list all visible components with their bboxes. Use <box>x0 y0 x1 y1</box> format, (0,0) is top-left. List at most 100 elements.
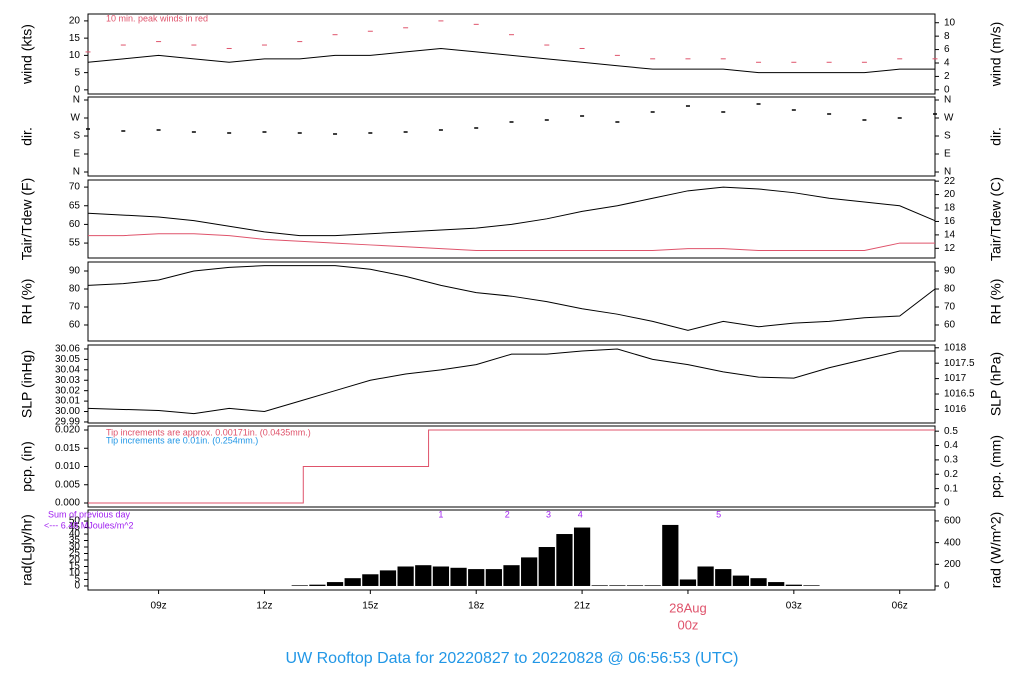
y2-tick-label: 6 <box>944 44 950 55</box>
y2-tick-label: E <box>944 149 951 160</box>
x-tick-label: 12z <box>256 601 272 612</box>
y2-axis-label: SLP (hPa) <box>988 352 1004 416</box>
y2-tick-label: 0 <box>944 498 950 509</box>
y-tick-label: 55 <box>69 238 81 249</box>
y2-tick-label: 2 <box>944 71 950 82</box>
y-tick-label: 0.000 <box>55 498 80 509</box>
step-line <box>88 429 935 504</box>
bar <box>379 570 397 586</box>
data-line <box>87 47 935 74</box>
data-point <box>544 119 549 121</box>
y2-axis-label: wind (m/s) <box>988 22 1004 88</box>
panel-frame <box>87 344 936 424</box>
x-tick-label: 06z <box>892 601 908 612</box>
data-point <box>897 117 902 119</box>
y-tick-label: 30.05 <box>55 354 80 365</box>
data-line <box>87 348 935 415</box>
marker-label: 1 <box>438 509 443 519</box>
y2-axis-label: rad (W/m^2) <box>988 512 1004 589</box>
y-tick-label: 30.06 <box>55 344 80 355</box>
data-point <box>650 111 655 113</box>
y2-tick-label: 0.1 <box>944 483 958 494</box>
annotation: Tip increments are approx. 0.00171in. (0… <box>106 427 311 437</box>
y-tick-label: 90 <box>69 266 81 277</box>
panel-frame <box>87 179 936 259</box>
y-axis-label: Tair/Tdew (F) <box>19 178 35 260</box>
data-point <box>791 109 796 111</box>
y2-tick-label: 1016 <box>944 404 967 415</box>
y2-tick-label: N <box>944 95 951 106</box>
data-point <box>438 129 443 131</box>
data-point <box>191 131 196 133</box>
data-point <box>721 111 726 113</box>
bar <box>591 585 608 586</box>
x-tick-label: 18z <box>468 601 484 612</box>
data-point <box>580 115 585 117</box>
y-tick-label: 10 <box>69 50 81 61</box>
marker-label: 2 <box>505 509 510 519</box>
data-point <box>262 131 267 133</box>
y2-tick-label: 70 <box>944 302 956 313</box>
annotation: Tip increments are 0.01in. (0.254mm.) <box>106 435 258 445</box>
marker-label: 5 <box>716 509 721 519</box>
bar <box>644 585 661 586</box>
y-tick-label: 25 <box>69 548 81 559</box>
y-tick-label: 40 <box>69 529 81 540</box>
y2-tick-label: 1017.5 <box>944 358 975 369</box>
y-tick-label: 80 <box>69 284 81 295</box>
y2-tick-label: W <box>944 113 954 124</box>
bar <box>573 527 591 586</box>
y2-axis-label: dir. <box>988 127 1004 146</box>
bar <box>485 569 502 586</box>
y-axis-label: dir. <box>19 127 35 146</box>
y-tick-label: 0.005 <box>55 479 80 490</box>
bar <box>785 584 802 586</box>
y-tick-label: 5 <box>74 67 80 78</box>
y2-tick-label: 4 <box>944 58 950 69</box>
x-tick-label: 15z <box>362 601 378 612</box>
y2-tick-label: 400 <box>944 537 961 548</box>
y-tick-label: 65 <box>69 200 81 211</box>
data-point <box>509 121 514 123</box>
y-tick-label: 30.00 <box>55 406 80 417</box>
y-tick-label: 30.04 <box>55 364 80 375</box>
y-tick-label: 70 <box>69 182 81 193</box>
y-tick-label: 50 <box>69 516 81 527</box>
panel-frame <box>87 96 936 177</box>
chart-title: UW Rooftop Data for 20220827 to 20220828… <box>286 650 739 667</box>
bar <box>679 579 697 586</box>
y2-tick-label: N <box>944 167 951 178</box>
y2-tick-label: 90 <box>944 266 956 277</box>
y-tick-label: 30.03 <box>55 375 80 386</box>
y-tick-label: 15 <box>69 33 81 44</box>
y2-tick-label: 0.5 <box>944 426 958 437</box>
y2-tick-label: 1017 <box>944 373 967 384</box>
bar <box>662 524 679 586</box>
y-tick-label: N <box>73 167 80 178</box>
data-point <box>862 119 867 121</box>
y-axis-label: RH (%) <box>19 279 35 325</box>
y-tick-label: 20 <box>69 16 81 27</box>
y2-tick-label: 0.3 <box>944 455 958 466</box>
y-tick-label: 10 <box>69 568 81 579</box>
y-tick-label: 45 <box>69 522 81 533</box>
data-point <box>403 131 408 133</box>
y-axis-label: pcp. (in) <box>19 441 35 492</box>
bar <box>803 585 820 586</box>
y-tick-label: 30.02 <box>55 385 80 396</box>
y2-tick-label: 60 <box>944 320 956 331</box>
y-tick-label: 0 <box>74 581 80 592</box>
bar <box>556 534 573 586</box>
y-tick-label: 5 <box>74 574 80 585</box>
bar <box>715 569 732 586</box>
y-tick-label: 15 <box>69 561 81 572</box>
y-tick-label: 30.01 <box>55 396 80 407</box>
y2-tick-label: 8 <box>944 31 950 42</box>
y2-tick-label: 0 <box>944 84 950 95</box>
bar <box>768 582 785 586</box>
data-point <box>333 133 338 135</box>
y2-tick-label: 600 <box>944 516 961 527</box>
date-label: 28Aug <box>669 600 707 615</box>
data-point <box>933 113 937 115</box>
data-point <box>474 127 479 129</box>
